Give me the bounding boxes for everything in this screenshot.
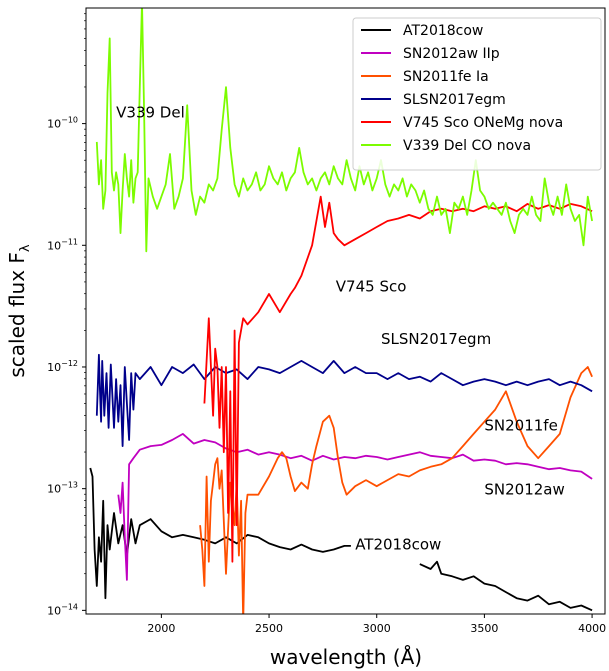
y-tick-label-0: 10−14 (47, 602, 78, 617)
series-2 (199, 366, 593, 614)
x-tick-label-3: 3500 (470, 622, 498, 635)
series-line-0-0 (89, 467, 351, 600)
series-0 (89, 467, 593, 612)
annotation-label-5: AT2018cow (355, 536, 441, 554)
x-axis-ticks: 2000 2500 3000 3500 4000 (147, 614, 606, 635)
series-1 (117, 433, 593, 581)
legend-box (352, 17, 602, 171)
y-axis-label: scaled flux Fλ (5, 244, 33, 378)
annotation-label-3: SN2011fe (484, 416, 557, 434)
y-tick-label-1: 10−13 (47, 481, 78, 496)
series-line-3-0 (95, 353, 593, 447)
series-3 (95, 353, 593, 447)
y-tick-label-3: 10−11 (47, 237, 78, 252)
x-tick-label-4: 4000 (578, 622, 606, 635)
series-5 (95, 8, 593, 253)
series-layer (89, 8, 593, 614)
plot-frame (85, 7, 606, 615)
series-line-2-0 (199, 366, 593, 614)
y-tick-label-4: 10−10 (47, 116, 78, 131)
legend: AT2018cow SN2012aw IIp SN2011fe Ia SLSN2017… (352, 17, 602, 171)
legend-entry-5: V339 Del CO nova (403, 138, 531, 154)
legend-entry-2: SN2011fe Ia (403, 69, 489, 85)
y-tick-label-2: 10−12 (47, 359, 78, 374)
series-line-1-0 (117, 433, 593, 581)
y-axis-label-subscript: λ (18, 244, 33, 252)
annotation-label-0: V339 Del (116, 104, 185, 122)
series-line-0-1 (419, 560, 593, 612)
y-axis-label-main: scaled flux F (5, 252, 29, 378)
x-tick-label-1: 2500 (255, 622, 283, 635)
x-tick-label-2: 3000 (363, 622, 391, 635)
annotation-label-4: SN2012aw (484, 481, 564, 499)
legend-entry-1: SN2012aw IIp (403, 46, 500, 62)
x-tick-label-0: 2000 (147, 622, 175, 635)
legend-entry-3: SLSN2017egm (403, 92, 506, 108)
legend-entry-0: AT2018cow (403, 23, 483, 39)
annotation-layer: V339 Del V745 Sco SLSN2017egm SN2011fe SN201… (116, 104, 565, 554)
annotation-label-2: SLSN2017egm (381, 330, 491, 348)
y-axis-ticks: 10−14 10−13 10−12 10−11 10−10 (47, 13, 86, 617)
x-axis-label: wavelength (Å) (270, 645, 422, 669)
series-line-5-0 (95, 8, 593, 253)
annotation-label-1: V745 Sco (336, 278, 407, 296)
legend-entry-4: V745 Sco ONeMg nova (403, 115, 563, 131)
